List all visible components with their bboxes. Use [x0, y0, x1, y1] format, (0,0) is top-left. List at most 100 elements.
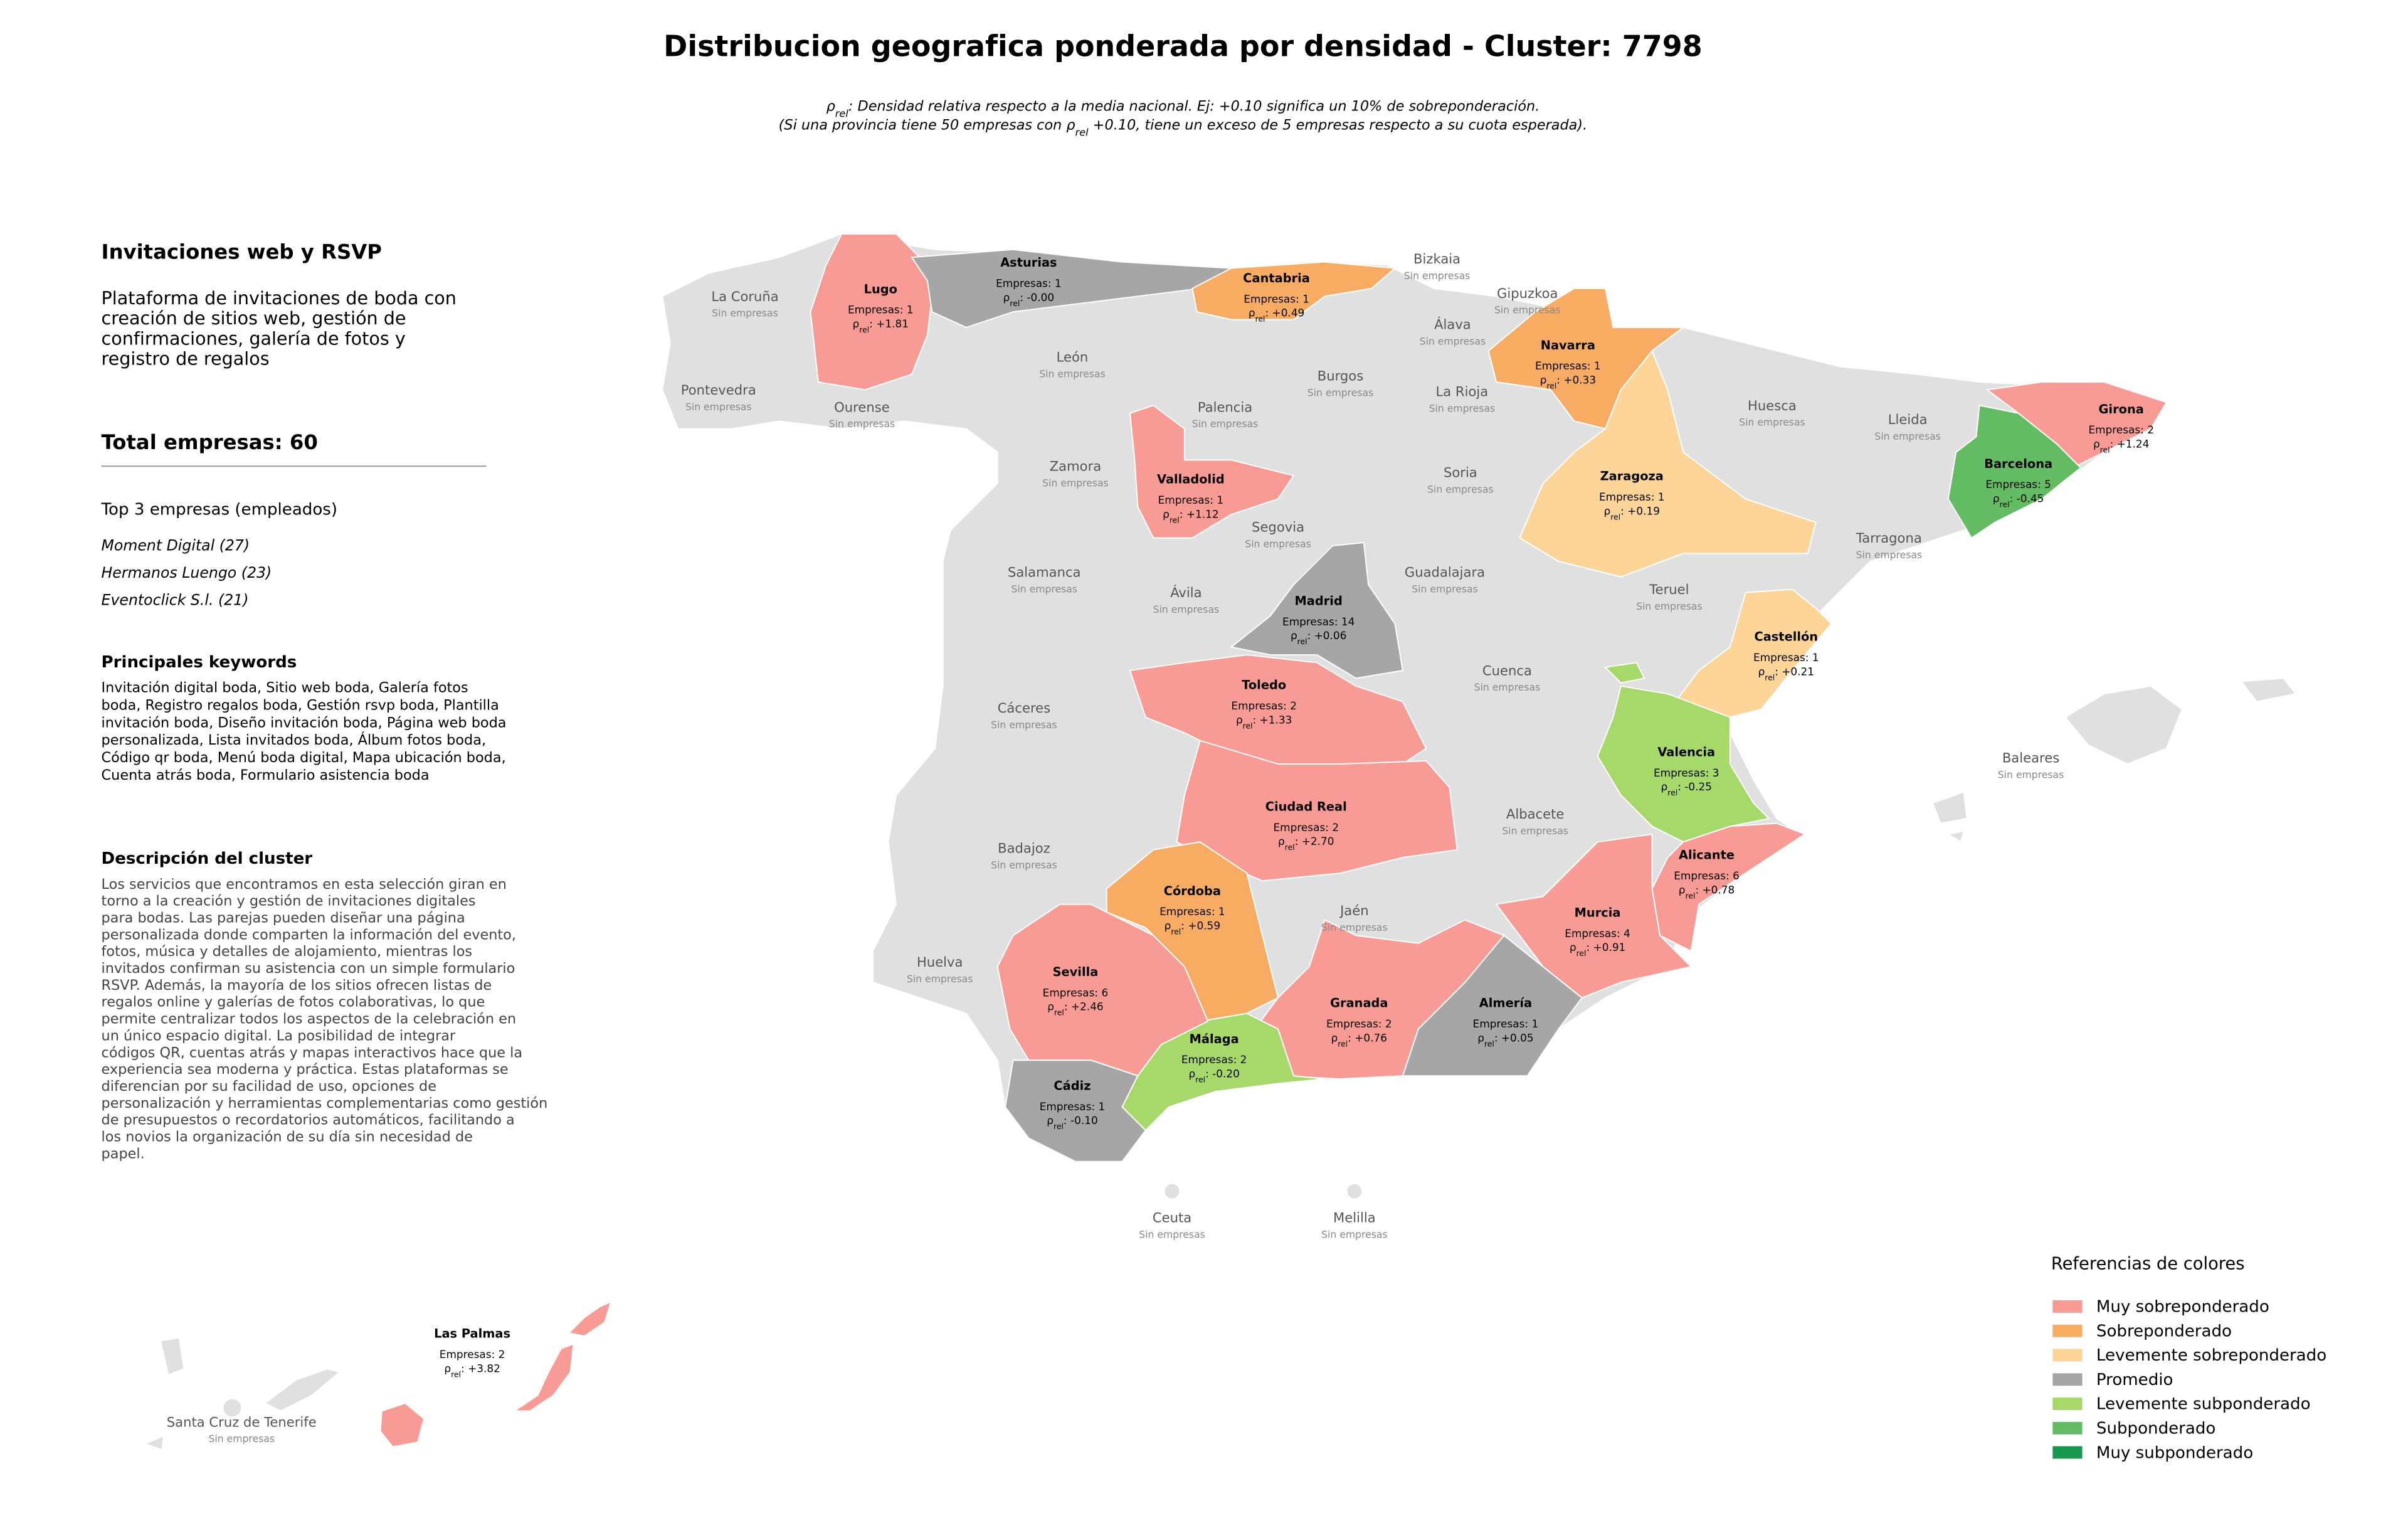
rho-symbol: ρ	[1003, 291, 1010, 304]
keywords-line: Código qr boda, Menú boda digital, Mapa …	[102, 750, 506, 766]
province-name: Granada	[1330, 996, 1388, 1011]
rho-symbol: ρ	[1661, 780, 1668, 793]
top-company: Hermanos Luengo (23)	[102, 564, 272, 581]
rho-sep: :	[1253, 713, 1260, 726]
province-shape	[1254, 919, 1506, 1080]
province-name: Huelva	[917, 954, 963, 970]
rho-sub: rel	[1686, 891, 1696, 900]
rho-symbol: ρ	[1291, 629, 1297, 642]
province-name: Albacete	[1506, 806, 1565, 822]
rho-sub: rel	[1610, 512, 1620, 521]
province-count: Empresas: 1	[1158, 494, 1224, 506]
province-name: La Rioja	[1436, 383, 1489, 399]
province-shape	[1603, 662, 1645, 684]
legend-swatch	[2052, 1324, 2083, 1337]
province-name: Tarragona	[1856, 530, 1922, 546]
province-status: Sin empresas	[1502, 825, 1568, 837]
province-name: Alicante	[1679, 848, 1735, 862]
province-name: Cáceres	[998, 700, 1050, 716]
description-line: papel.	[102, 1145, 145, 1162]
province-status: Sin empresas	[1307, 386, 1374, 398]
rho-value: +2.70	[1302, 835, 1334, 847]
rho-symbol: ρ	[1570, 941, 1576, 953]
rho-value: +1.33	[1260, 713, 1292, 726]
keywords-line: personalizada, Lista invitados boda, Álb…	[102, 731, 487, 748]
rho-symbol: ρ	[1679, 883, 1686, 896]
province-shape	[996, 903, 1209, 1077]
description-line: torno a la creación y gestión de invitac…	[102, 893, 476, 910]
province-name: Palencia	[1198, 399, 1252, 415]
province-shape	[1519, 349, 1817, 578]
legend-swatch	[2052, 1398, 2083, 1410]
province-rho: ρrel: -0.20	[1188, 1068, 1239, 1085]
province-count: Empresas: 1	[1040, 1100, 1106, 1113]
province-count: Empresas: 1	[996, 277, 1062, 289]
rho-symbol: ρ	[1540, 374, 1547, 386]
province-rho: ρrel: +0.06	[1291, 629, 1346, 645]
rho-sep: :	[1295, 835, 1302, 847]
province-count: Empresas: 1	[1535, 359, 1601, 372]
province-rho: ρrel: -0.10	[1047, 1114, 1097, 1131]
rho-sep: :	[1775, 665, 1782, 677]
keywords-line: invitación boda, Diseño invitación boda,…	[102, 714, 507, 731]
rho-symbol: ρ	[1047, 1114, 1054, 1127]
description-line: permite centralizar todos los aspectos d…	[102, 1011, 517, 1027]
legend-title: Referencias de colores	[2051, 1254, 2245, 1273]
rho-symbol: ρ	[1047, 1000, 1054, 1013]
keywords-line: boda, Registro regalos boda, Gestión rsv…	[102, 698, 499, 714]
province-shape	[810, 233, 936, 391]
rho-value: +0.06	[1314, 629, 1347, 642]
province-name: Cantabria	[1243, 271, 1310, 285]
province-status: Sin empresas	[1636, 600, 1703, 612]
rho-sub: rel	[1054, 1122, 1064, 1131]
province-status: Sin empresas	[1321, 921, 1388, 933]
province-status: Sin empresas	[1153, 603, 1220, 615]
rho-sub: rel	[2100, 445, 2110, 454]
rho-value: -0.25	[1684, 780, 1712, 793]
province-shape	[1129, 405, 1295, 539]
summary-line: confirmaciones, galería de fotos y	[102, 327, 406, 349]
province-status: Sin empresas	[907, 973, 973, 985]
province-shape	[1947, 405, 2082, 539]
rho-value: +0.33	[1563, 374, 1596, 386]
province-count: Empresas: 1	[1473, 1017, 1539, 1030]
description-line: personalizada donde comparten la informa…	[102, 926, 516, 943]
province-name: Badajoz	[998, 841, 1050, 856]
province-status: Sin empresas	[1011, 583, 1077, 595]
province-name: Cádiz	[1054, 1078, 1090, 1093]
province-name: Zaragoza	[1600, 469, 1664, 484]
legend-label: Levemente subponderado	[2096, 1395, 2311, 1414]
description-line: personalización y herramientas complemen…	[102, 1095, 548, 1112]
island	[1931, 791, 1968, 824]
rho-sub: rel	[859, 325, 869, 334]
province-rho: ρrel: +0.76	[1331, 1031, 1387, 1048]
province-name: Castellón	[1754, 630, 1818, 644]
description-line: regalos online y galerías de fotos colab…	[102, 994, 485, 1011]
province-name: Álava	[1434, 317, 1471, 332]
province-shape	[1176, 740, 1458, 882]
province-shape	[1005, 1059, 1147, 1162]
province-rho: ρrel: +0.19	[1604, 504, 1660, 521]
title: Distribucion geografica ponderada por de…	[663, 29, 1703, 63]
rho-value: +0.19	[1627, 504, 1660, 517]
description-line: para bodas. Las parejas pueden diseñar u…	[102, 910, 465, 926]
rho-symbol: ρ	[1278, 835, 1285, 847]
province-count: Empresas: 4	[1565, 927, 1630, 940]
province-name: Asturias	[1000, 255, 1057, 270]
province-status: Sin empresas	[1474, 681, 1541, 693]
description-line: invitados confirman su asistencia con un…	[102, 960, 515, 977]
rho-sub: rel	[1054, 1007, 1064, 1017]
subtitle-part: +0.10, tiene un exceso de 5 empresas res…	[1089, 117, 1588, 133]
province-count: Empresas: 1	[1244, 292, 1309, 305]
province-status: Sin empresas	[685, 401, 752, 413]
province-rho: ρrel: +1.24	[2093, 437, 2149, 454]
rho-symbol: ρ	[1163, 507, 1170, 520]
rho-symbol: ρ	[1331, 1031, 1338, 1044]
summary-line: registro de regalos	[102, 348, 270, 369]
province-count: Empresas: 1	[1599, 491, 1665, 503]
top-heading: Top 3 empresas (empleados)	[101, 500, 338, 519]
description-line: los novios la organización de su día sin…	[102, 1128, 473, 1145]
province-status: Sin empresas	[1998, 768, 2064, 780]
province-rho: ρrel: +0.05	[1477, 1031, 1533, 1048]
description-line: RSVP. Además, la mayoría de los sitios o…	[102, 977, 492, 994]
